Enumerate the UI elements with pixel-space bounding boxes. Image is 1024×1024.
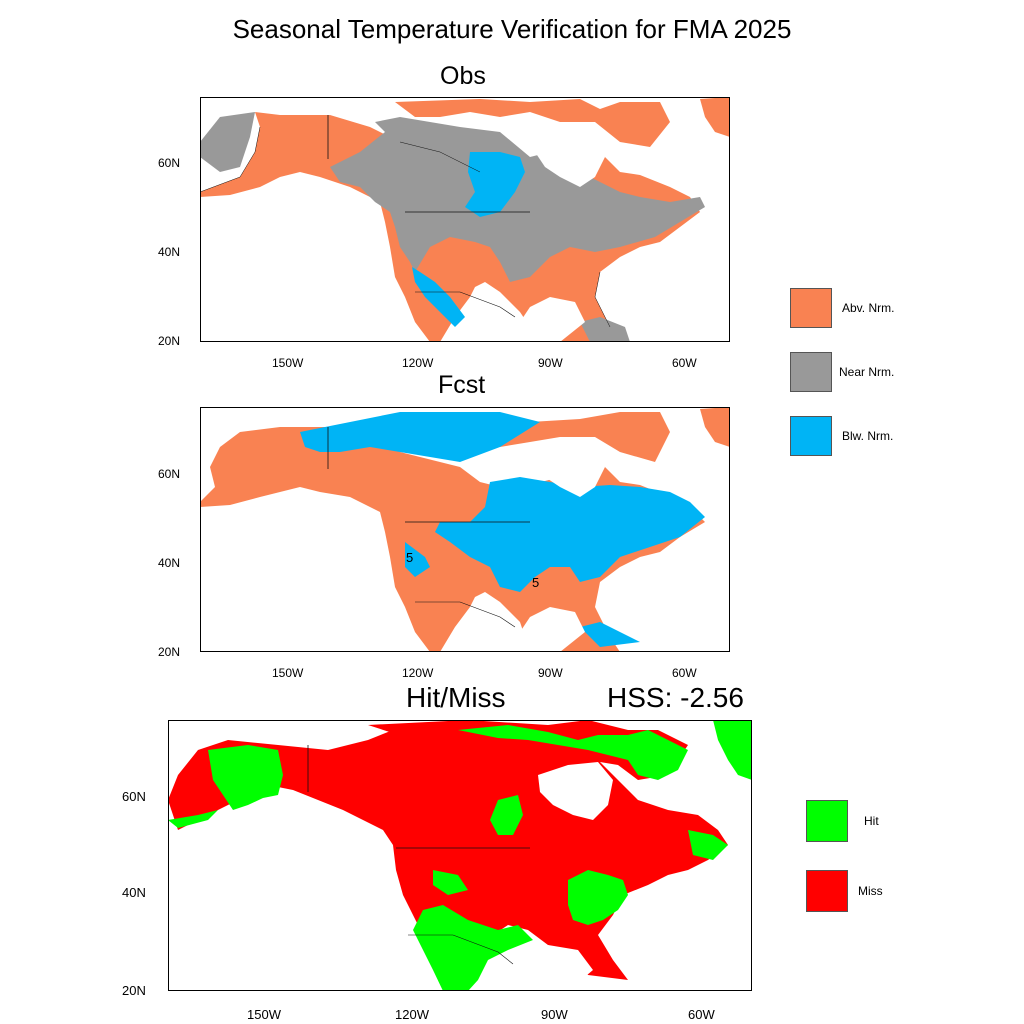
obs-near-normal — [200, 112, 255, 172]
obs-arctic-islands — [395, 99, 670, 147]
legend-swatch-above — [790, 288, 832, 328]
fcst-lon-150w: 150W — [272, 666, 304, 680]
fcst-lon-120w: 120W — [402, 666, 434, 680]
fcst-contour-label-east: 5 — [532, 575, 539, 590]
fcst-lon-60w: 60W — [672, 666, 697, 680]
fcst-below-main — [435, 477, 705, 592]
fcst-map-svg: 5 5 — [200, 407, 730, 652]
legend-swatch-hit — [806, 800, 848, 842]
legend-label-below: Blw. Nrm. — [842, 429, 894, 443]
legend-label-above: Abv. Nrm. — [842, 301, 895, 315]
hitmiss-hit-alaska — [208, 745, 283, 810]
hitmiss-hit-central — [490, 795, 523, 835]
obs-below-normal-west — [412, 267, 465, 327]
legend-swatch-below — [790, 416, 832, 456]
hitmiss-gulf — [513, 945, 593, 991]
hitmiss-lon-90w: 90W — [541, 1007, 568, 1022]
fcst-gulf — [520, 607, 585, 652]
obs-near-normal-gulf — [580, 317, 630, 342]
hitmiss-map — [168, 720, 752, 991]
hitmiss-hit-northeast — [688, 830, 728, 860]
hitmiss-hit-arctic — [458, 725, 688, 780]
obs-lon-90w: 90W — [538, 356, 563, 370]
fcst-below-florida — [580, 622, 640, 647]
hitmiss-map-svg — [168, 720, 752, 991]
hitmiss-hit-greenland — [713, 720, 752, 780]
hitmiss-hit-scattered — [433, 870, 468, 895]
obs-hudson-bay — [535, 137, 605, 187]
obs-near-normal-main — [330, 117, 705, 282]
obs-map-svg — [200, 97, 730, 342]
main-title: Seasonal Temperature Verification for FM… — [232, 14, 792, 44]
fcst-contour-label-west: 5 — [406, 550, 413, 565]
hitmiss-hit-westcoast — [168, 810, 218, 828]
hitmiss-lon-60w: 60W — [688, 1007, 715, 1022]
obs-lat-40: 40N — [158, 245, 181, 259]
obs-lat-60: 60N — [158, 156, 181, 170]
legend-label-near: Near Nrm. — [839, 365, 895, 379]
obs-lat-20: 20N — [158, 334, 181, 348]
obs-lon-120w: 120W — [402, 356, 434, 370]
fcst-lat-40: 40N — [158, 556, 181, 570]
fcst-lon-90w: 90W — [538, 666, 563, 680]
hitmiss-hit-east — [568, 870, 628, 925]
hitmiss-panel-title: Hit/Miss — [406, 682, 506, 713]
fcst-panel-title: Fcst — [438, 371, 486, 399]
fcst-map: 5 5 — [200, 407, 730, 652]
hitmiss-lon-120w: 120W — [395, 1007, 429, 1022]
legend-label-hit: Hit — [864, 814, 879, 828]
hitmiss-lon-150w: 150W — [247, 1007, 281, 1022]
obs-map — [200, 97, 730, 342]
obs-panel-title: Obs — [440, 62, 486, 90]
obs-below-normal-north — [465, 152, 525, 217]
fcst-greenland — [700, 407, 730, 447]
obs-greenland — [700, 97, 730, 137]
hitmiss-hit-south — [413, 905, 533, 991]
legend-swatch-near — [790, 352, 832, 392]
hss-score: HSS: -2.56 — [607, 682, 744, 713]
legend-swatch-miss — [806, 870, 848, 912]
fcst-lat-60: 60N — [158, 467, 181, 481]
hitmiss-hudson-bay — [538, 762, 613, 820]
obs-lon-60w: 60W — [672, 356, 697, 370]
legend-label-miss: Miss — [858, 884, 883, 898]
hitmiss-lat-40: 40N — [122, 885, 146, 900]
fcst-below-west — [405, 542, 430, 577]
fcst-lat-20: 20N — [158, 645, 181, 659]
hitmiss-lat-20: 20N — [122, 983, 146, 998]
hitmiss-lat-60: 60N — [122, 789, 146, 804]
fcst-hudson-bay — [535, 447, 605, 497]
fcst-below-north — [300, 412, 540, 462]
obs-lon-150w: 150W — [272, 356, 304, 370]
obs-gulf — [520, 297, 585, 342]
